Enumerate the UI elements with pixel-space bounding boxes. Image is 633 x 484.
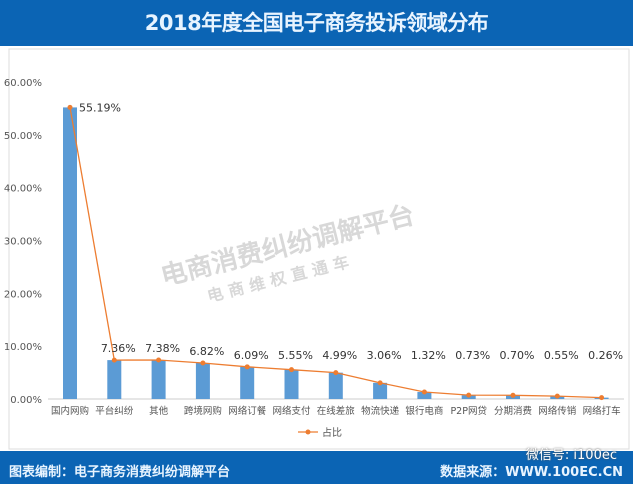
x-tick-label: P2P网贷 (450, 405, 487, 417)
bar (63, 107, 77, 399)
line-point (200, 360, 206, 366)
line-point (111, 357, 117, 363)
x-tick-label: 在线差旅 (317, 405, 356, 417)
x-tick-label: 网络支付 (272, 405, 311, 417)
bar (107, 360, 122, 399)
bar (417, 392, 432, 399)
plot-frame (8, 48, 630, 450)
x-tick-label: 跨境网购 (184, 405, 222, 417)
x-tick-label: 分期消费 (494, 405, 532, 417)
line-point (289, 367, 294, 373)
y-tick-label: 20.00% (4, 289, 42, 300)
bar (373, 382, 388, 399)
data-label: 0.73% (455, 349, 490, 362)
data-label: 6.09% (234, 349, 269, 362)
x-tick-label: 其他 (149, 405, 169, 417)
x-tick-label: 国内网购 (51, 405, 89, 417)
x-tick-label: 网络打车 (583, 405, 621, 417)
data-label: 0.26% (588, 349, 623, 362)
wechat-id: 微信号: i100ec (525, 448, 617, 463)
legend-label: 占比 (322, 426, 342, 439)
data-label: 7.36% (101, 342, 136, 355)
y-tick-label: 40.00% (4, 184, 42, 195)
x-tick-label: 银行电商 (405, 405, 443, 417)
x-tick-label: 平台纠纷 (95, 405, 134, 417)
data-label: 1.32% (411, 349, 446, 362)
y-tick-label: 30.00% (4, 237, 42, 248)
line-point (244, 364, 250, 370)
x-tick-label: 网络传销 (538, 405, 577, 417)
data-label: 55.19% (79, 101, 121, 114)
footer: 图表编制：电子商务消费纠纷调解平台 数据来源：WWW.100EC.CN (0, 451, 633, 484)
bar (195, 362, 210, 399)
y-tick-label: 0.00% (10, 395, 42, 406)
chart-title: 2018年度全国电子商务投诉领域分布 (0, 0, 633, 46)
line-point (67, 104, 73, 110)
legend-marker (305, 429, 311, 435)
line-point (333, 370, 339, 376)
y-tick-label: 10.00% (4, 342, 42, 353)
x-tick-label: 物流快递 (361, 405, 400, 417)
x-tick-label: 网络订餐 (228, 405, 267, 417)
data-label: 3.06% (367, 349, 402, 362)
line-point (156, 357, 162, 363)
y-tick-label: 50.00% (4, 131, 42, 142)
line-point (377, 380, 383, 386)
data-label: 7.38% (145, 342, 180, 355)
line-point (554, 393, 560, 399)
line-point (510, 392, 516, 398)
line-point (421, 389, 427, 395)
bar (328, 372, 343, 399)
footer-credit: 图表编制：电子商务消费纠纷调解平台 (9, 465, 231, 480)
bar (240, 366, 255, 399)
data-label: 4.99% (322, 349, 357, 362)
line-point (466, 392, 472, 398)
bar (284, 369, 299, 399)
data-label: 5.55% (278, 349, 313, 362)
data-label: 0.55% (544, 349, 579, 362)
data-label: 6.82% (189, 345, 224, 358)
data-label: 0.70% (500, 349, 535, 362)
chart: 0.00% 10.00% 20.00% 30.00% 40.00% 50.00% 60.00… (4, 48, 630, 450)
bar (151, 360, 166, 399)
y-tick-label: 60.00% (4, 78, 42, 89)
line-point (599, 395, 605, 401)
footer-source: 数据来源：WWW.100EC.CN (440, 465, 623, 480)
